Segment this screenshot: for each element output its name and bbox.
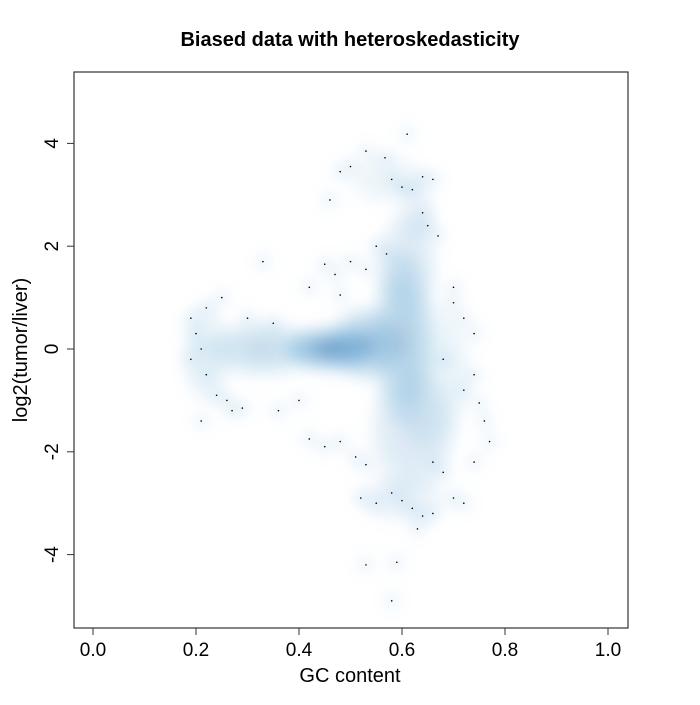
data-point bbox=[308, 286, 311, 289]
data-point bbox=[390, 178, 393, 181]
data-point bbox=[385, 253, 388, 255]
data-point bbox=[365, 150, 367, 152]
density-blob bbox=[405, 319, 461, 431]
chart-title: Biased data with heteroskedasticity bbox=[180, 29, 520, 51]
data-point bbox=[384, 156, 386, 159]
data-point bbox=[215, 394, 218, 397]
data-point bbox=[334, 273, 336, 276]
y-axis: -4 -2 0 2 4 bbox=[42, 138, 75, 563]
x-axis-label: GC content bbox=[299, 665, 401, 687]
x-tick-label: 0.6 bbox=[389, 640, 415, 661]
data-point bbox=[452, 286, 455, 289]
y-tick-label: 0 bbox=[42, 344, 63, 355]
y-tick-label: 4 bbox=[42, 138, 63, 149]
data-point bbox=[478, 402, 481, 404]
data-point bbox=[396, 561, 398, 564]
data-point bbox=[452, 497, 455, 499]
y-tick-label: 2 bbox=[42, 241, 63, 252]
data-point bbox=[442, 471, 445, 474]
data-point bbox=[200, 420, 202, 422]
data-point bbox=[308, 438, 311, 440]
data-point bbox=[365, 268, 367, 271]
data-point bbox=[463, 317, 465, 319]
y-axis-label: log2(tumor/liver) bbox=[10, 278, 32, 422]
data-point bbox=[298, 399, 300, 402]
data-point bbox=[195, 332, 197, 335]
data-point bbox=[488, 440, 491, 443]
data-point bbox=[200, 348, 202, 350]
data-point bbox=[241, 407, 244, 409]
data-point bbox=[473, 332, 475, 335]
data-point bbox=[473, 373, 475, 376]
data-point bbox=[375, 245, 378, 247]
data-point bbox=[349, 260, 352, 263]
data-point bbox=[406, 133, 408, 135]
data-point bbox=[432, 512, 434, 515]
density-blob bbox=[399, 253, 414, 281]
data-point bbox=[411, 507, 414, 510]
x-tick-label: 0.8 bbox=[492, 640, 518, 661]
x-tick-label: 0.0 bbox=[80, 640, 106, 661]
data-point bbox=[442, 358, 445, 361]
data-point bbox=[329, 199, 331, 201]
data-point bbox=[360, 497, 362, 499]
data-point bbox=[365, 463, 367, 466]
data-point bbox=[452, 301, 455, 304]
data-point bbox=[390, 492, 393, 494]
data-point bbox=[246, 317, 249, 319]
x-tick-label: 1.0 bbox=[595, 640, 621, 661]
data-point bbox=[190, 317, 192, 319]
density-blob bbox=[356, 334, 376, 354]
x-tick-label: 0.4 bbox=[286, 640, 313, 661]
data-point bbox=[473, 461, 475, 463]
data-point bbox=[277, 409, 280, 412]
data-point bbox=[401, 499, 403, 502]
data-point bbox=[437, 235, 439, 237]
data-point bbox=[354, 456, 357, 458]
data-point bbox=[339, 294, 342, 296]
data-point bbox=[375, 502, 378, 505]
data-point bbox=[323, 445, 326, 448]
data-point bbox=[421, 211, 424, 214]
data-point bbox=[390, 600, 393, 602]
x-axis: 0.0 0.2 0.4 0.6 0.8 1.0 bbox=[80, 627, 621, 661]
data-point bbox=[231, 409, 233, 412]
y-tick-label: -2 bbox=[42, 443, 63, 460]
data-point bbox=[339, 440, 342, 443]
data-point bbox=[432, 178, 434, 181]
data-point bbox=[226, 399, 228, 402]
x-tick-label: 0.2 bbox=[183, 640, 209, 661]
data-point bbox=[426, 224, 429, 227]
density-blob bbox=[249, 342, 277, 356]
data-point bbox=[339, 170, 342, 173]
density-layer bbox=[181, 127, 497, 608]
data-point bbox=[220, 296, 223, 299]
data-point bbox=[411, 188, 414, 191]
data-point bbox=[205, 307, 208, 309]
data-point bbox=[432, 461, 434, 463]
density-blob bbox=[383, 225, 431, 309]
data-point bbox=[463, 389, 465, 391]
data-point bbox=[421, 515, 424, 517]
data-point bbox=[323, 263, 326, 265]
data-point bbox=[205, 373, 208, 376]
data-point bbox=[421, 176, 424, 178]
data-point bbox=[365, 564, 367, 566]
data-point bbox=[463, 502, 465, 505]
data-point bbox=[483, 420, 486, 422]
y-tick-label: -4 bbox=[42, 546, 63, 563]
data-point bbox=[416, 528, 419, 530]
data-point bbox=[401, 186, 403, 188]
data-point bbox=[272, 322, 275, 325]
data-point bbox=[190, 358, 192, 361]
points-layer bbox=[190, 133, 491, 602]
data-point bbox=[262, 260, 264, 263]
data-point bbox=[349, 165, 352, 168]
